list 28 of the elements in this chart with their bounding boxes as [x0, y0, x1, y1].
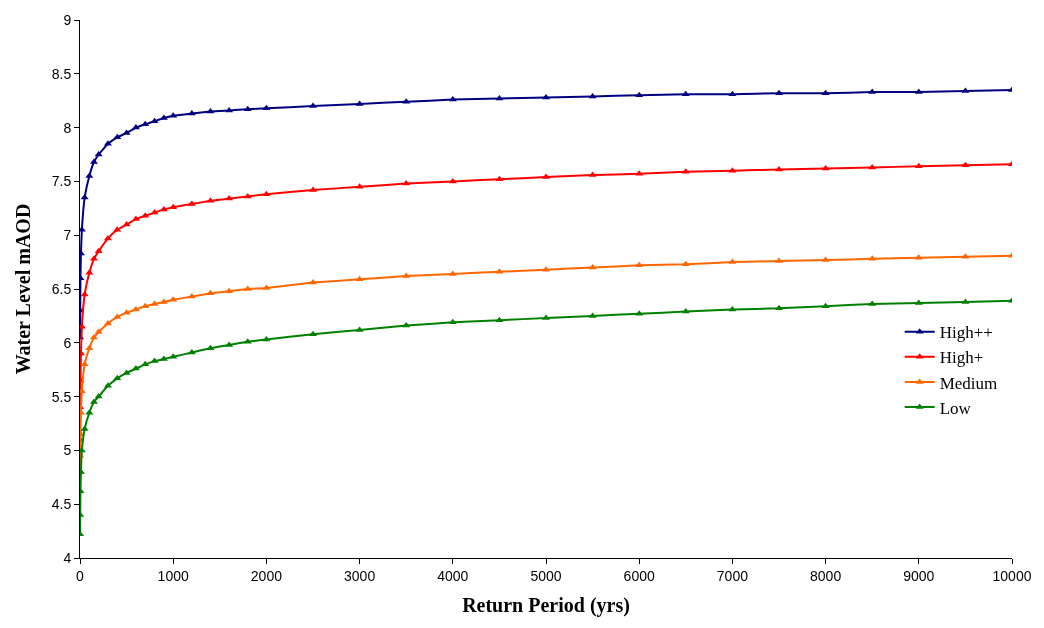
legend-label: High++ [939, 323, 993, 343]
y-tick-label: 8 [63, 119, 72, 136]
y-tick-label: 4 [63, 549, 72, 566]
y-tick-label: 9 [63, 11, 72, 28]
x-tick-label: 1000 [157, 567, 189, 584]
x-tick-label: 5000 [530, 567, 562, 584]
x-tick-label: 4000 [437, 567, 469, 584]
y-tick-label: 4.5 [51, 496, 72, 513]
y-tick-label: 5.5 [51, 388, 72, 405]
x-tick-label: 7000 [716, 567, 749, 584]
x-tick-label: 9000 [903, 567, 935, 584]
legend-label: Medium [939, 373, 998, 393]
x-tick-label: 3000 [344, 567, 376, 584]
y-tick-label: 6.5 [51, 280, 72, 297]
y-tick-label: 8.5 [51, 65, 72, 82]
x-tick-label: 8000 [810, 567, 842, 584]
y-tick-label: 5 [63, 442, 72, 459]
y-tick-label: 7.5 [51, 173, 72, 190]
x-axis-title: Return Period (yrs) [462, 594, 630, 618]
legend-label: High+ [939, 348, 984, 368]
y-axis-title: Water Level mAOD [12, 203, 35, 375]
x-tick-label: 6000 [623, 567, 655, 584]
x-tick-label: 0 [76, 567, 85, 584]
y-tick-label: 6 [63, 334, 72, 351]
x-tick-label: 2000 [250, 567, 283, 584]
x-tick-label: 10000 [992, 567, 1032, 584]
y-tick-label: 7 [63, 227, 72, 244]
legend-label: Low [939, 398, 972, 418]
